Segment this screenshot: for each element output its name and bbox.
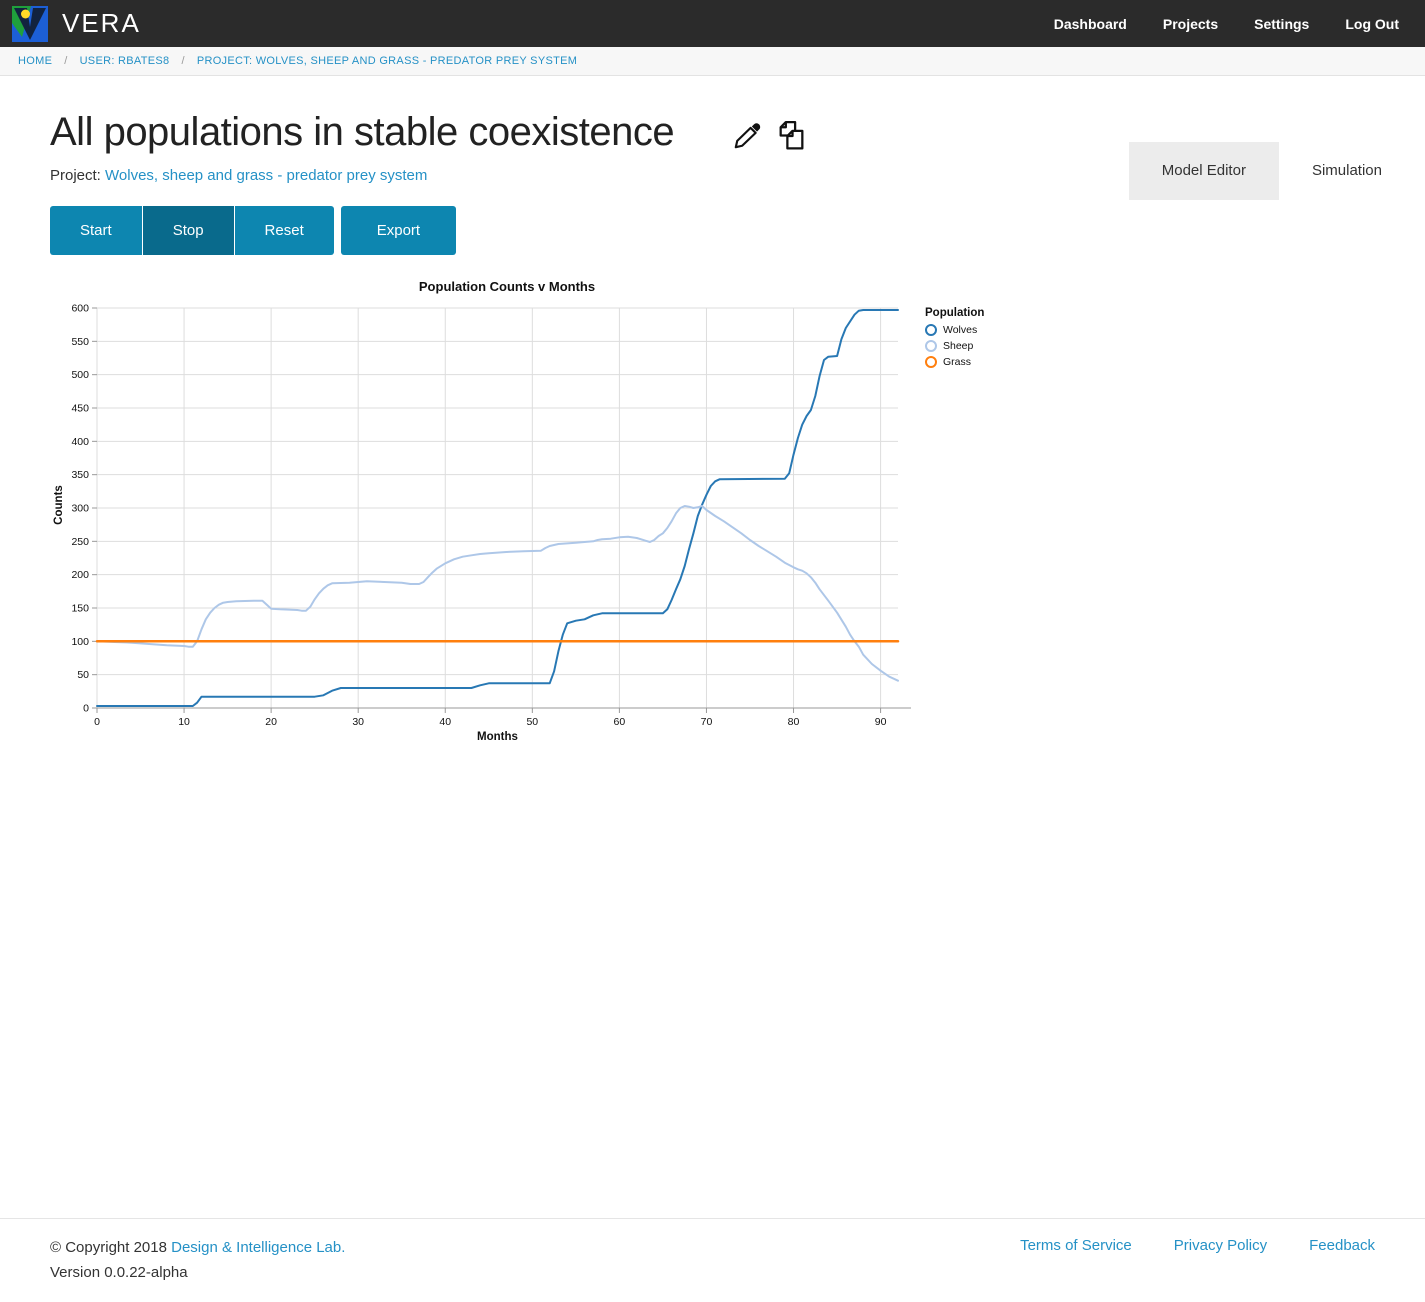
legend-item-sheep: Sheep [925, 340, 984, 352]
project-label: Project: [50, 167, 101, 184]
x-tick-label: 50 [526, 716, 538, 728]
breadcrumb: HOME / USER: RBATES8 / PROJECT: WOLVES, … [0, 47, 1425, 76]
content-spacer [50, 751, 1375, 1218]
legend-swatch-wolves-icon [925, 324, 937, 336]
x-tick-label: 60 [614, 716, 626, 728]
y-tick-label: 300 [71, 503, 89, 515]
chart-line-wolves [96, 309, 899, 707]
breadcrumb-project[interactable]: PROJECT: WOLVES, SHEEP AND GRASS - PREDA… [196, 55, 578, 67]
y-tick-label: 350 [71, 469, 89, 481]
y-tick-label: 50 [77, 669, 89, 681]
x-tick-label: 80 [788, 716, 800, 728]
chart-line-sheep [96, 505, 899, 682]
breadcrumb-user[interactable]: USER: RBATES8 [79, 55, 170, 67]
nav-item-dashboard[interactable]: Dashboard [1053, 15, 1127, 32]
nav-item-logout[interactable]: Log Out [1345, 15, 1399, 32]
x-tick-label: 40 [439, 716, 451, 728]
terms-link[interactable]: Terms of Service [1020, 1237, 1132, 1254]
header-row: All populations in stable coexistence [50, 110, 1375, 155]
export-button[interactable]: Export [340, 206, 457, 255]
footer-copyright: © Copyright 2018 Design & Intelligence L… [50, 1235, 345, 1285]
tab-model-editor[interactable]: Model Editor [1128, 142, 1279, 200]
legend-title: Population [925, 307, 985, 319]
x-axis-title: Months [477, 731, 518, 743]
breadcrumb-separator: / [181, 55, 185, 67]
y-tick-label: 500 [71, 369, 89, 381]
run-button-group: Start Stop Reset [50, 206, 334, 255]
legend-label: Wolves [943, 324, 978, 336]
breadcrumb-home[interactable]: HOME [18, 55, 53, 67]
footer: © Copyright 2018 Design & Intelligence L… [0, 1218, 1425, 1291]
page-title: All populations in stable coexistence [50, 110, 675, 154]
chart-plot-area: 0 10 20 30 40 50 60 70 80 90 0 50 100 150 200 250 300 350… [71, 303, 911, 728]
chart-title: Population Counts v Months [418, 279, 596, 294]
simulation-controls: Start Stop Reset Export [50, 206, 1375, 255]
nav-links: Dashboard Projects Settings Log Out [1054, 16, 1399, 32]
legend-label: Sheep [943, 340, 974, 352]
feedback-link[interactable]: Feedback [1309, 1237, 1375, 1254]
brand-name: VERA [62, 8, 141, 38]
nav-item-settings[interactable]: Settings [1254, 15, 1310, 32]
top-navbar: VERA Dashboard Projects Settings Log Out [0, 0, 1425, 47]
vera-logo-icon [12, 5, 48, 43]
chart-legend: Population Wolves Sheep Grass [925, 307, 984, 372]
legend-item-grass: Grass [925, 356, 984, 368]
y-tick-label: 200 [71, 569, 89, 581]
project-line: Project: Wolves, sheep and grass - preda… [50, 167, 1375, 184]
x-tick-label: 70 [701, 716, 713, 728]
start-button[interactable]: Start [50, 206, 142, 255]
copy-icon[interactable] [775, 119, 808, 152]
y-tick-label: 450 [71, 403, 89, 415]
x-tick-label: 90 [875, 716, 887, 728]
population-chart: Population Counts v Months 0 10 20 30 40 50 60… [50, 279, 1375, 751]
x-tick-label: 30 [352, 716, 364, 728]
y-tick-label: 100 [71, 636, 89, 648]
privacy-link[interactable]: Privacy Policy [1173, 1237, 1268, 1254]
y-axis-title: Counts [53, 485, 65, 525]
y-tick-label: 250 [71, 536, 89, 548]
legend-swatch-grass-icon [925, 356, 937, 368]
legend-label: Grass [943, 356, 972, 368]
lab-link[interactable]: Design & Intelligence Lab. [171, 1239, 346, 1256]
edit-pencil-icon[interactable] [732, 120, 763, 151]
y-tick-label: 600 [71, 303, 89, 315]
view-tabs: Model Editor Simulation [1128, 142, 1415, 200]
breadcrumb-separator: / [64, 55, 68, 67]
legend-swatch-sheep-icon [925, 340, 937, 352]
y-tick-label: 400 [71, 436, 89, 448]
tab-simulation[interactable]: Simulation [1311, 162, 1382, 179]
legend-item-wolves: Wolves [925, 324, 984, 336]
x-tick-label: 0 [94, 716, 100, 728]
x-tick-label: 20 [265, 716, 277, 728]
project-link[interactable]: Wolves, sheep and grass - predator prey … [105, 167, 428, 184]
stop-button[interactable]: Stop [141, 206, 234, 255]
legend-items: Wolves Sheep Grass [925, 324, 984, 368]
brand[interactable]: VERA [12, 5, 141, 43]
y-tick-label: 150 [71, 603, 89, 615]
version-text: Version 0.0.22-alpha [50, 1264, 188, 1281]
nav-item-projects[interactable]: Projects [1162, 15, 1219, 32]
reset-button[interactable]: Reset [233, 206, 334, 255]
title-icons [732, 119, 808, 152]
y-tick-label: 550 [71, 336, 89, 348]
copyright-text: © Copyright 2018 [50, 1239, 172, 1256]
y-tick-label: 0 [83, 703, 89, 715]
footer-links: Terms of Service Privacy Policy Feedback [1020, 1235, 1375, 1254]
main-content: All populations in stable coexistence Mo… [0, 110, 1425, 1218]
x-tick-label: 10 [178, 716, 190, 728]
